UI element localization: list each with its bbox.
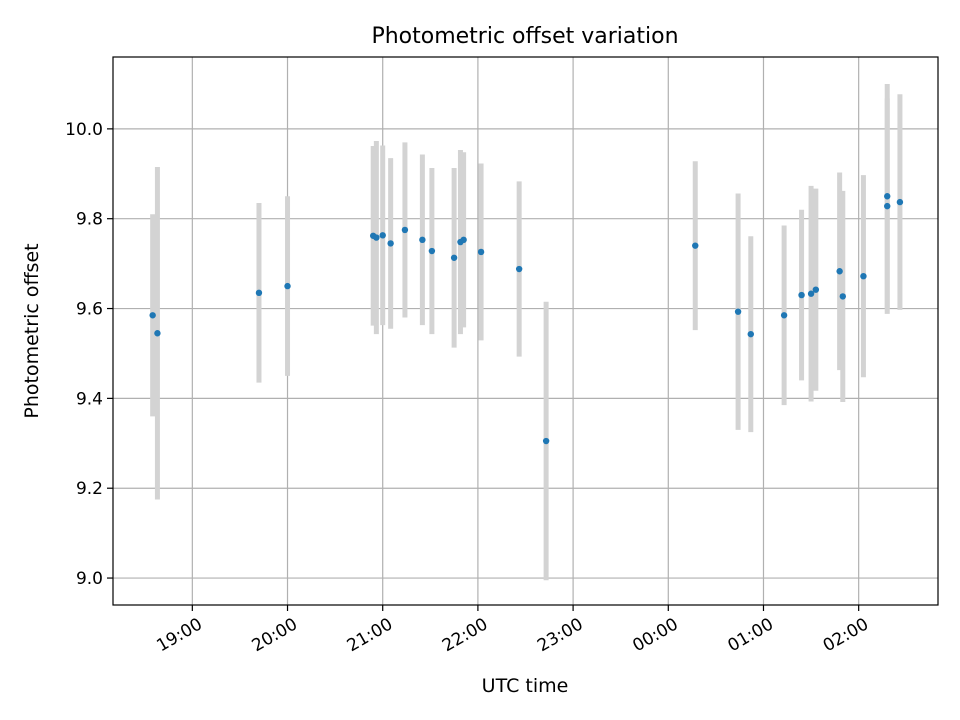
data-point [896,198,904,206]
data-point [542,437,550,445]
data-points [149,193,904,445]
y-tick-label: 10.0 [65,120,103,140]
data-point [884,202,891,210]
data-point [428,247,436,255]
data-point [515,265,523,273]
y-tick-label: 9.6 [76,300,103,320]
data-point [450,254,458,261]
data-point [477,248,485,256]
data-point [149,312,156,319]
data-point [401,226,409,234]
data-point [812,286,820,293]
data-point [798,291,805,299]
data-point [780,312,788,319]
data-point [387,240,394,247]
data-point [734,308,742,315]
data-point [884,193,891,200]
data-point [836,268,843,275]
x-axis-label: UTC time [482,675,569,697]
y-axis-label: Photometric offset [21,243,43,418]
data-point [860,273,867,280]
y-tick-label: 9.2 [76,479,103,499]
y-tick-label: 9.4 [76,389,103,409]
data-point [255,289,263,297]
data-point [373,234,380,241]
data-point [747,330,754,338]
data-point [460,236,467,244]
data-point [807,290,815,297]
chart-title: Photometric offset variation [371,24,678,49]
data-point [692,242,699,249]
data-point [284,282,291,290]
y-tick-label: 9.8 [76,210,103,230]
data-point [419,236,426,244]
data-point [839,293,847,300]
y-tick-label: 9.0 [76,569,103,589]
data-point [379,232,386,239]
plot-frame [112,56,939,606]
y-axis-ticks: 9.0 9.2 9.4 9.6 9.8 10.0 [65,120,113,589]
data-point [154,330,161,337]
